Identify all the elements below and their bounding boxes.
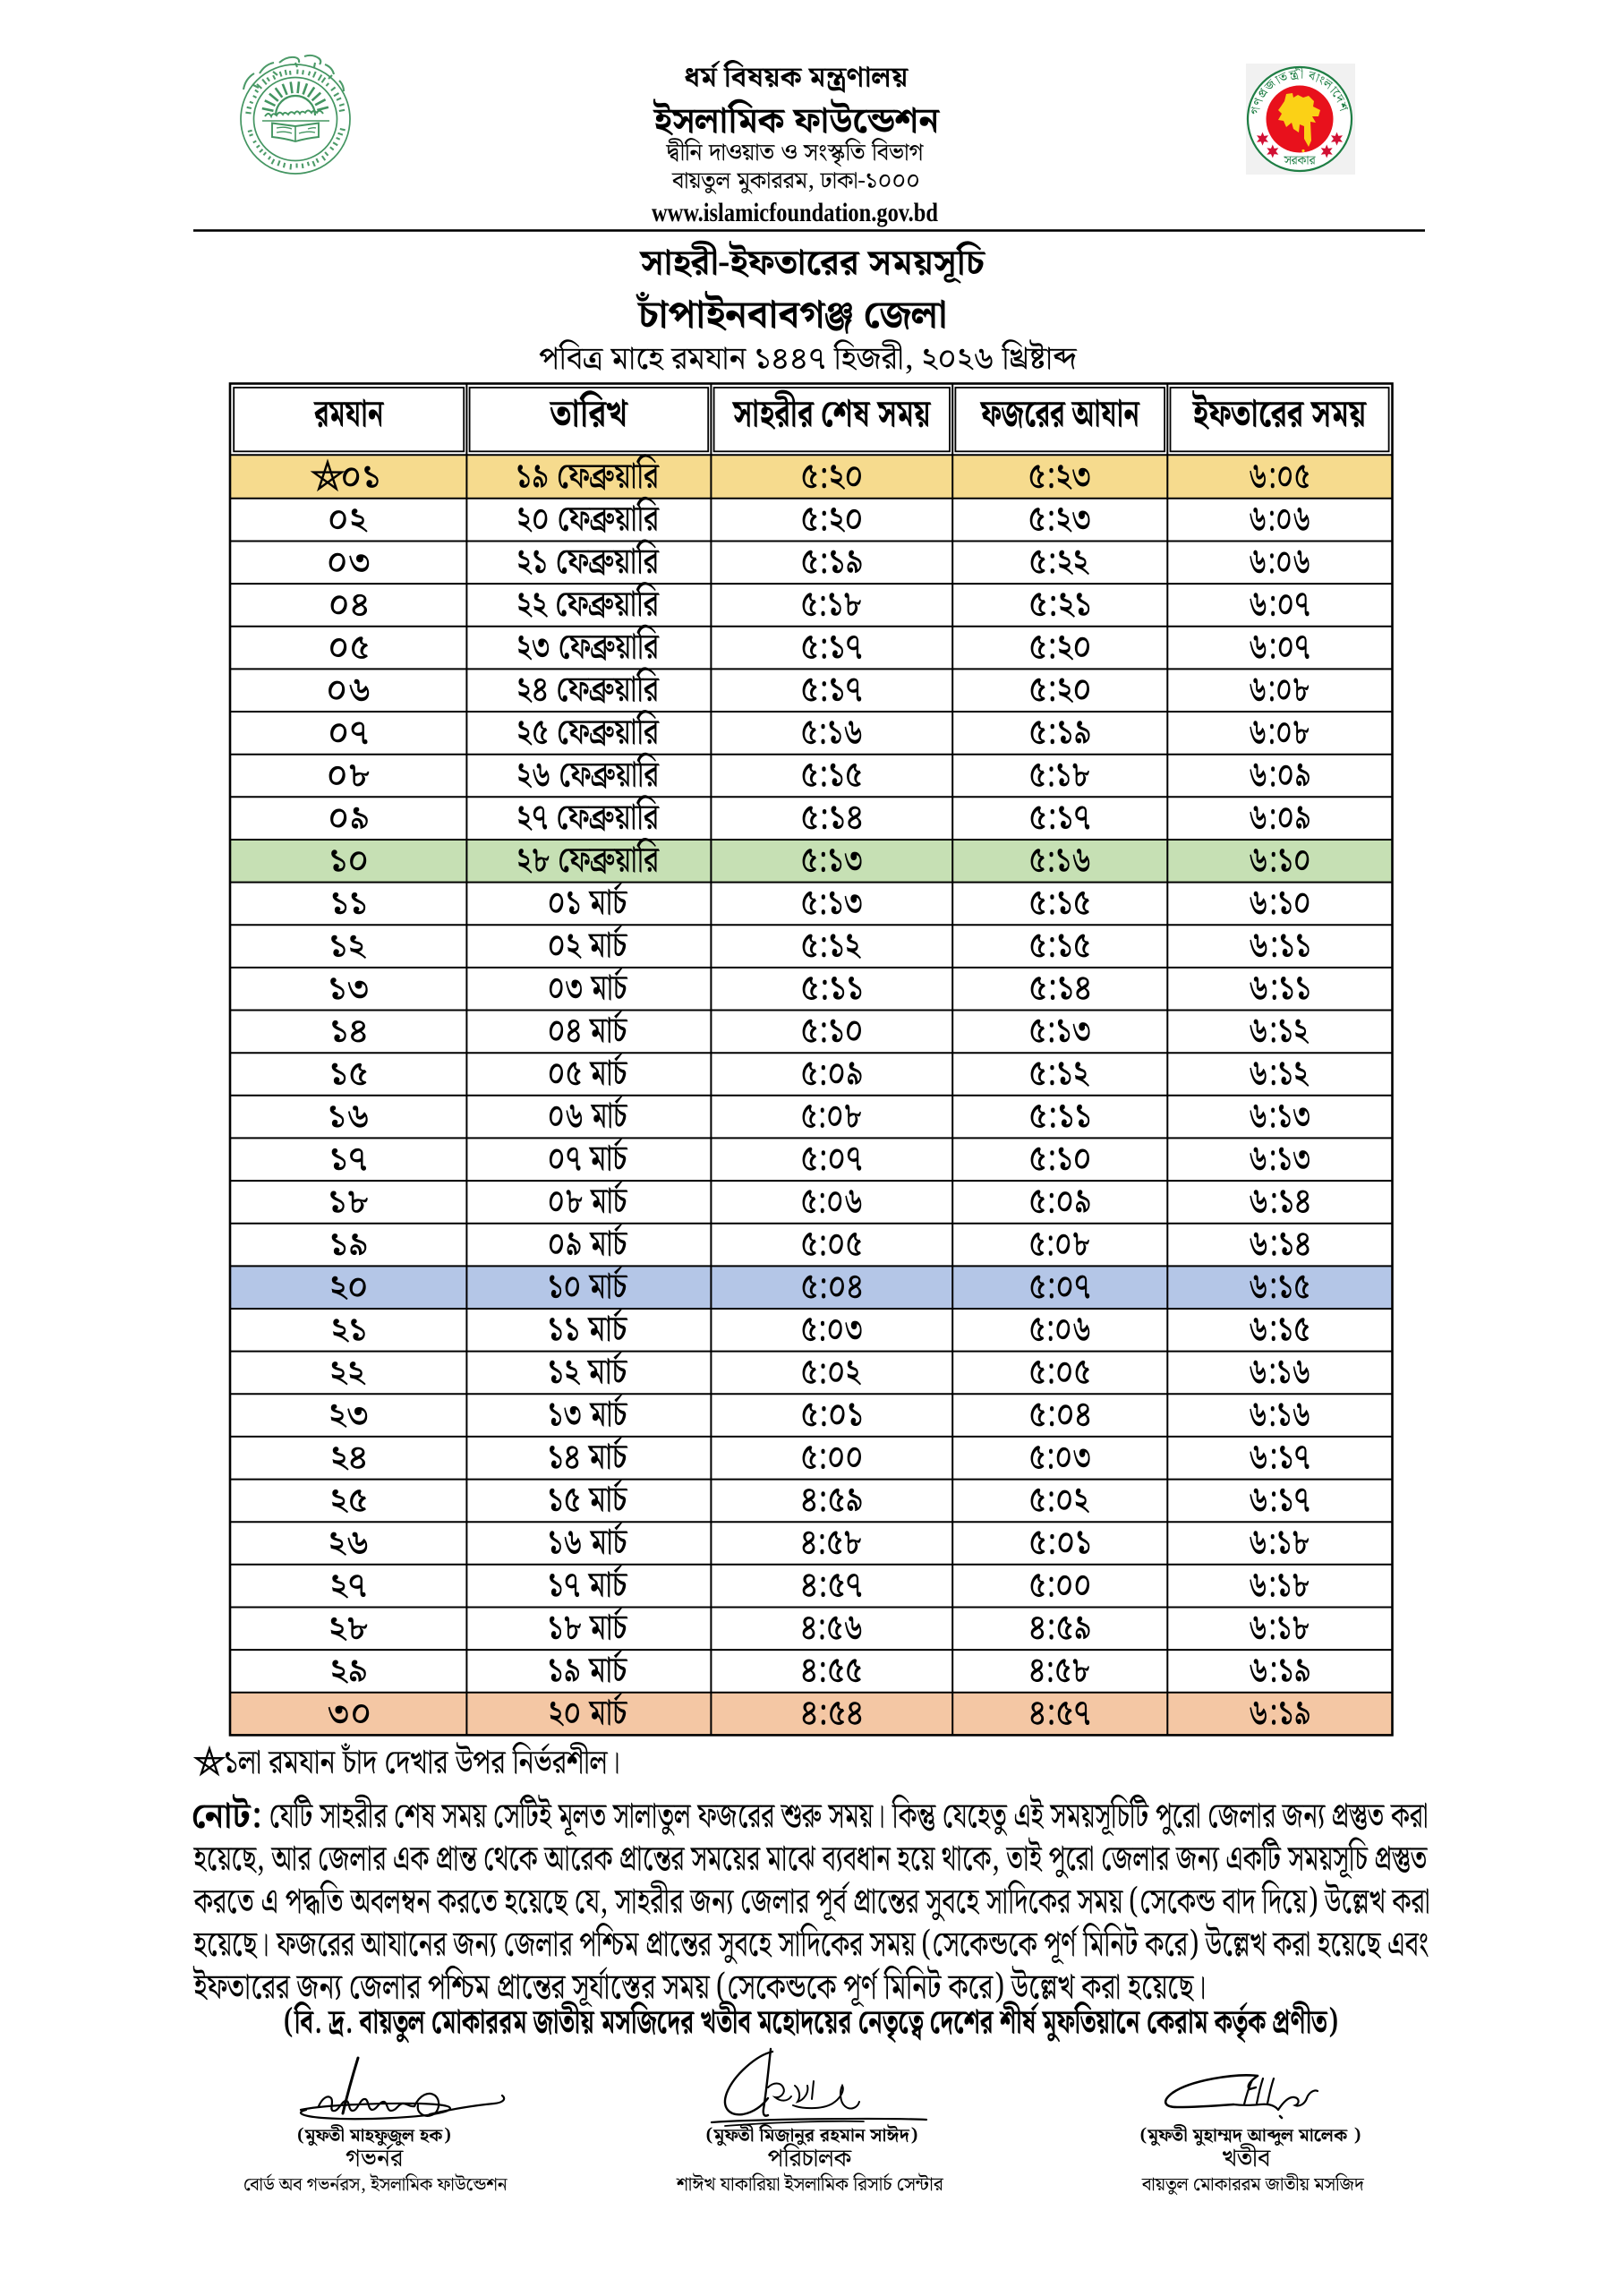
svg-text:www.islamicfoundation.gov.bd: www.islamicfoundation.gov.bd <box>652 198 938 227</box>
